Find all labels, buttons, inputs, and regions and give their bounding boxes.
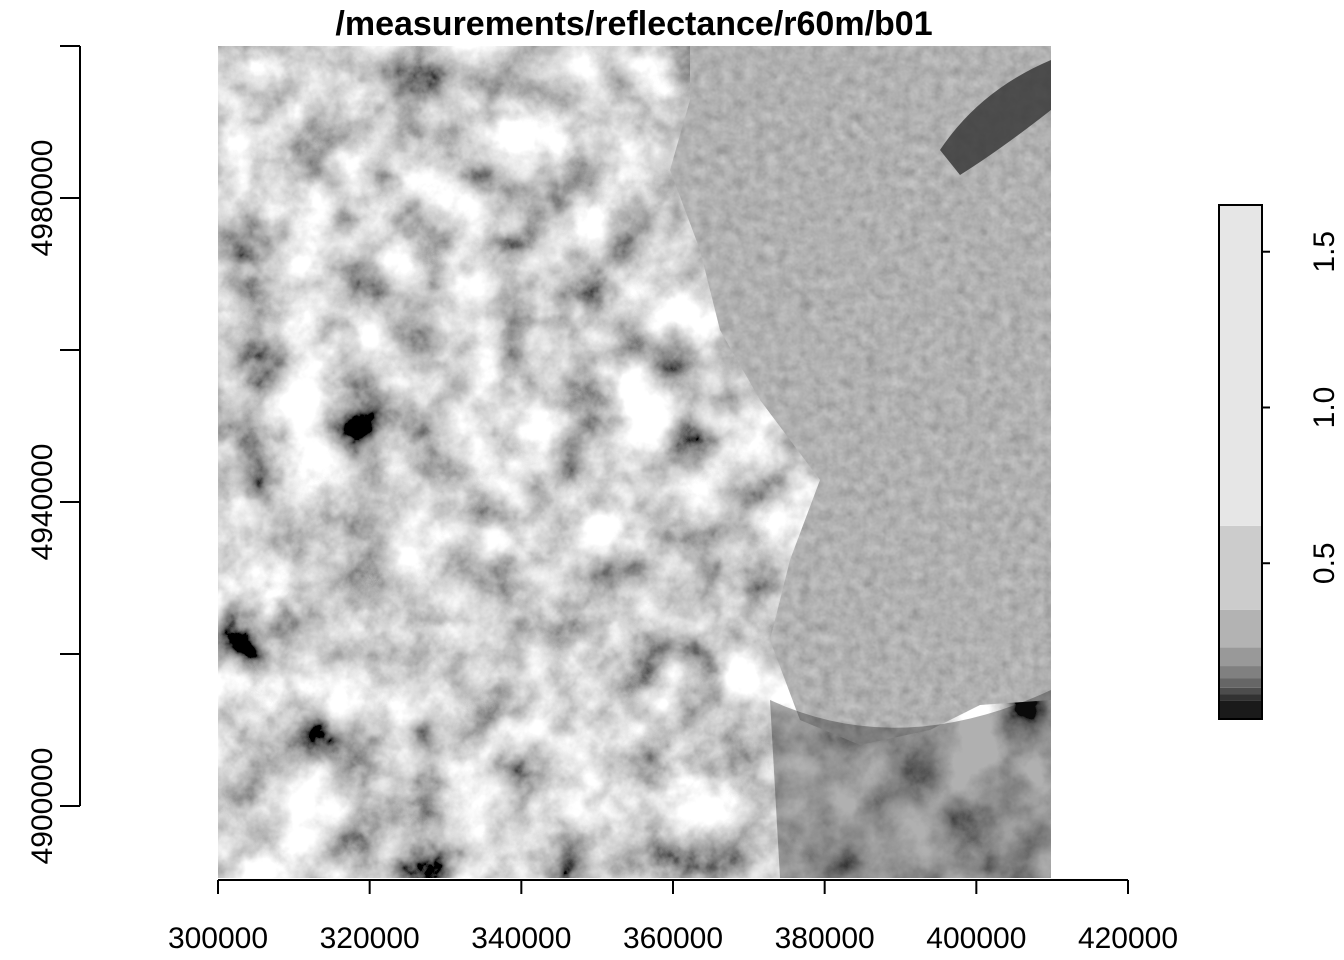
legend-bin: [1219, 694, 1262, 701]
plot-title: /measurements/reflectance/r60m/b01: [335, 5, 932, 43]
x-tick-label: 340000: [471, 922, 571, 955]
legend-bin: [1219, 687, 1262, 695]
legend-bin: [1219, 525, 1262, 610]
x-axis: 300000 320000 340000 360000 380000 400000 4200…: [168, 879, 1178, 955]
legend-bin: [1219, 678, 1262, 688]
legend-tick-label: 0.5: [1308, 542, 1341, 584]
legend-bin: [1219, 205, 1262, 526]
x-tick-label: 420000: [1078, 922, 1178, 955]
legend-tick-label: 1.0: [1308, 387, 1341, 429]
legend-tick-label: 1.5: [1308, 231, 1341, 273]
y-tick-label: 4980000: [26, 140, 59, 257]
legend-bin: [1219, 609, 1262, 648]
legend-bin: [1219, 666, 1262, 679]
raster-image: [218, 46, 1051, 878]
x-tick-label: 300000: [168, 922, 268, 955]
legend-bin: [1219, 700, 1262, 719]
x-tick-label: 400000: [926, 922, 1026, 955]
x-tick-label: 360000: [623, 922, 723, 955]
color-legend: 0.5 1.0 1.5: [1218, 204, 1341, 720]
y-tick-label: 4940000: [26, 444, 59, 561]
x-tick-label: 320000: [320, 922, 420, 955]
legend-frame: [1218, 204, 1263, 720]
legend-bin: [1219, 647, 1262, 667]
y-tick-label: 4900000: [26, 748, 59, 865]
x-tick-label: 380000: [775, 922, 875, 955]
y-axis: 4980000 4940000 4900000: [26, 45, 81, 865]
